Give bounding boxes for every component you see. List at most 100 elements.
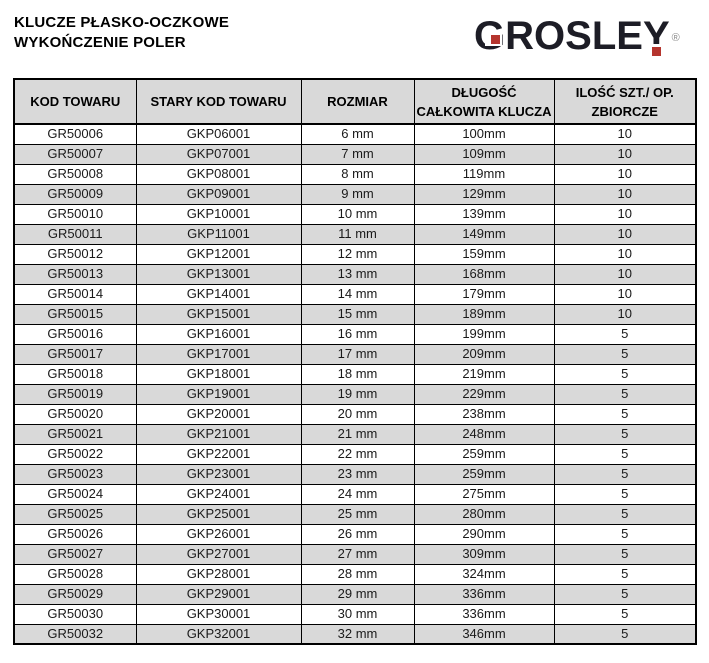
table-cell: 32 mm	[300, 623, 415, 645]
table-cell: GKP22001	[135, 443, 302, 465]
table-cell: GR50014	[13, 283, 137, 305]
column-header-stary-kod-towaru: STARY KOD TOWARU	[135, 78, 302, 125]
table-cell: GKP24001	[135, 483, 302, 505]
table-cell: GR50009	[13, 183, 137, 205]
table-cell: 12 mm	[300, 243, 415, 265]
table-cell: GR50023	[13, 463, 137, 485]
table-cell: 7 mm	[300, 143, 415, 165]
table-cell: GR50015	[13, 303, 137, 325]
table-row: GR50023 GKP23001 23 mm 259mm 5	[13, 463, 697, 485]
table-cell: GR50024	[13, 483, 137, 505]
table-row: GR50009 GKP09001 9 mm 129mm 10	[13, 183, 697, 205]
table-row: GR50021 GKP21001 21 mm 248mm 5	[13, 423, 697, 445]
table-cell: GKP32001	[135, 623, 302, 645]
table-cell: 5	[553, 503, 697, 525]
title-line-2: WYKOŃCZENIE POLER	[14, 34, 186, 51]
table-cell: 259mm	[413, 443, 555, 465]
table-cell: 11 mm	[300, 223, 415, 245]
table-cell: GKP16001	[135, 323, 302, 345]
table-cell: 14 mm	[300, 283, 415, 305]
table-cell: 5	[553, 423, 697, 445]
table-cell: 17 mm	[300, 343, 415, 365]
table-row: GR50014 GKP14001 14 mm 179mm 10	[13, 283, 697, 305]
table-cell: 5	[553, 623, 697, 645]
table-cell: 27 mm	[300, 543, 415, 565]
table-body: GR50006 GKP06001 6 mm 100mm 10 GR50007 GKP0700…	[13, 123, 697, 645]
table-cell: GKP15001	[135, 303, 302, 325]
table-cell: 10	[553, 303, 697, 325]
table-cell: 19 mm	[300, 383, 415, 405]
table-cell: 309mm	[413, 543, 555, 565]
table-cell: 10	[553, 223, 697, 245]
table-cell: GR50006	[13, 123, 137, 145]
table-cell: 10	[553, 143, 697, 165]
table-cell: 209mm	[413, 343, 555, 365]
table-cell: GR50032	[13, 623, 137, 645]
table-cell: GKP09001	[135, 183, 302, 205]
table-cell: 336mm	[413, 583, 555, 605]
table-cell: GR50017	[13, 343, 137, 365]
table-cell: 5	[553, 383, 697, 405]
table-cell: 16 mm	[300, 323, 415, 345]
logo-letter-s: S	[565, 14, 592, 58]
table-cell: 280mm	[413, 503, 555, 525]
column-header-kod-towaru: KOD TOWARU	[13, 78, 137, 125]
document-title: KLUCZE PŁASKO-OCZKOWE WYKOŃCZENIE POLER	[14, 13, 229, 53]
table-cell: GKP08001	[135, 163, 302, 185]
table-cell: 275mm	[413, 483, 555, 505]
table-cell: 25 mm	[300, 503, 415, 525]
table-cell: 10	[553, 203, 697, 225]
column-header-dlugosc: DŁUGOŚĆ CAŁKOWITA KLUCZA	[413, 78, 555, 125]
title-line-1: KLUCZE PŁASKO-OCZKOWE	[14, 14, 230, 31]
logo-red-square-y-icon	[651, 47, 661, 56]
table-cell: GKP17001	[135, 343, 302, 365]
table-cell: 5	[553, 463, 697, 485]
table-cell: GR50012	[13, 243, 137, 265]
logo-letter-o: O	[534, 14, 566, 58]
table-row: GR50029 GKP29001 29 mm 336mm 5	[13, 583, 697, 605]
table-cell: 149mm	[413, 223, 555, 245]
table-row: GR50012 GKP12001 12 mm 159mm 10	[13, 243, 697, 265]
table-cell: GKP14001	[135, 283, 302, 305]
table-cell: 10 mm	[300, 203, 415, 225]
table-cell: GR50028	[13, 563, 137, 585]
table-cell: GR50021	[13, 423, 137, 445]
table-cell: GR50011	[13, 223, 137, 245]
table-row: GR50032 GKP32001 32 mm 346mm 5	[13, 623, 697, 645]
column-header-rozmiar: ROZMIAR	[300, 78, 415, 125]
table-cell: GKP18001	[135, 363, 302, 385]
table-row: GR50025 GKP25001 25 mm 280mm 5	[13, 503, 697, 525]
table-cell: 9 mm	[300, 183, 415, 205]
product-table: KOD TOWARU STARY KOD TOWARU ROZMIAR DŁUG…	[13, 78, 697, 645]
table-cell: 22 mm	[300, 443, 415, 465]
table-cell: 15 mm	[300, 303, 415, 325]
table-cell: GR50016	[13, 323, 137, 345]
table-cell: 5	[553, 363, 697, 385]
table-row: GR50010 GKP10001 10 mm 139mm 10	[13, 203, 697, 225]
table-cell: 159mm	[413, 243, 555, 265]
table-row: GR50011 GKP11001 11 mm 149mm 10	[13, 223, 697, 245]
table-cell: GKP06001	[135, 123, 302, 145]
logo-red-square-g-icon	[489, 33, 503, 46]
table-row: GR50028 GKP28001 28 mm 324mm 5	[13, 563, 697, 585]
table-cell: 100mm	[413, 123, 555, 145]
table-cell: GR50025	[13, 503, 137, 525]
table-cell: GKP19001	[135, 383, 302, 405]
table-cell: 238mm	[413, 403, 555, 425]
table-cell: 10	[553, 183, 697, 205]
table-cell: 168mm	[413, 263, 555, 285]
table-cell: GR50007	[13, 143, 137, 165]
table-cell: 13 mm	[300, 263, 415, 285]
table-cell: GKP28001	[135, 563, 302, 585]
table-cell: 28 mm	[300, 563, 415, 585]
table-cell: 29 mm	[300, 583, 415, 605]
table-cell: GKP12001	[135, 243, 302, 265]
table-cell: GKP10001	[135, 203, 302, 225]
table-cell: GKP21001	[135, 423, 302, 445]
table-header: KOD TOWARU STARY KOD TOWARU ROZMIAR DŁUG…	[13, 78, 697, 125]
table-cell: 219mm	[413, 363, 555, 385]
table-row: GR50007 GKP07001 7 mm 109mm 10	[13, 143, 697, 165]
table-cell: 5	[553, 563, 697, 585]
table-row: GR50006 GKP06001 6 mm 100mm 10	[13, 123, 697, 145]
registered-trademark-icon: ®	[671, 32, 680, 44]
